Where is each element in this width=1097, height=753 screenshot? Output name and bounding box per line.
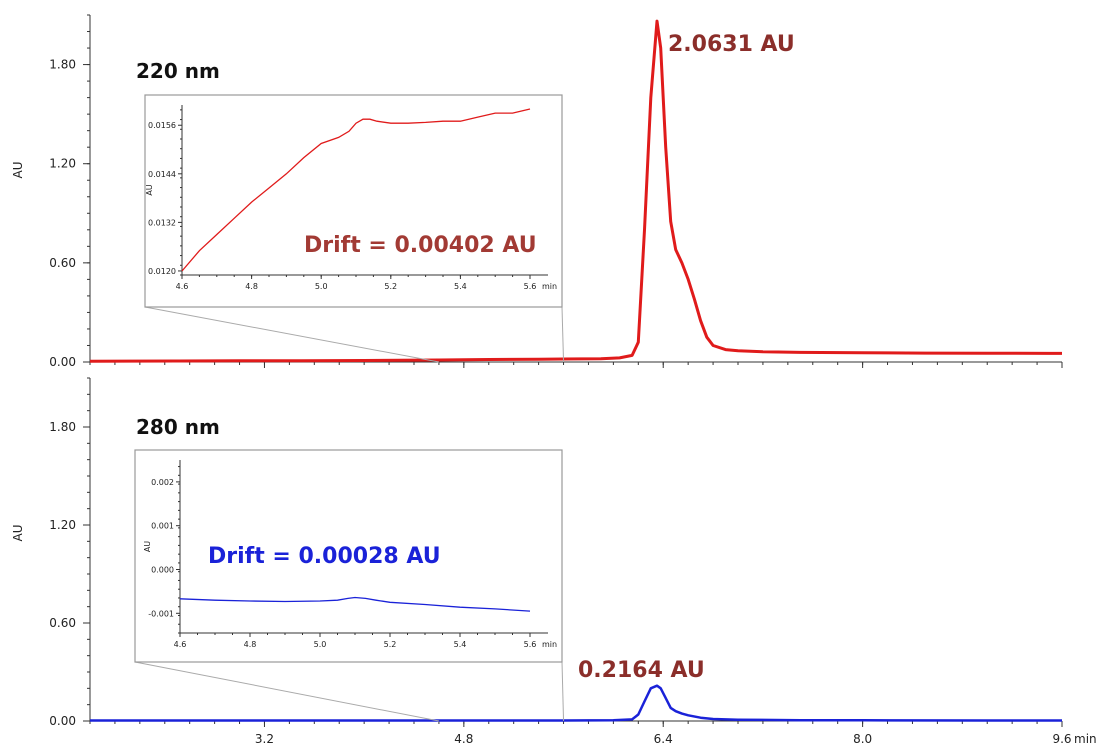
- inset-x-tick-label: 5.2: [384, 640, 397, 649]
- inset-y-tick-label: 0.0144: [148, 170, 176, 179]
- inset-y-tick-label: 0.0132: [148, 218, 176, 227]
- inset-frame: [144, 94, 563, 308]
- inset-y-tick-label: 0.0120: [148, 267, 176, 276]
- y-tick-label: 1.80: [49, 58, 76, 72]
- inset-x-tick-label: 4.8: [244, 640, 257, 649]
- series-line: [89, 19, 1062, 363]
- peak-label: 2.0631 AU: [668, 32, 795, 57]
- x-tick-label: 8.0: [853, 732, 872, 746]
- y-tick-label: 1.80: [49, 420, 76, 434]
- x-unit-label: min: [1074, 732, 1097, 746]
- y-tick-label: 1.20: [49, 518, 76, 532]
- peak-label: 0.2164 AU: [578, 658, 705, 683]
- zoom-callout-line: [144, 306, 440, 363]
- panel-title: 280 nm: [136, 415, 220, 439]
- inset-x-tick-label: 4.6: [176, 282, 189, 291]
- y-axis-label: AU: [11, 162, 25, 179]
- drift-annotation: Drift = 0.00028 AU: [208, 544, 441, 569]
- inset-y-tick-label: 0.002: [151, 478, 174, 487]
- inset-y-axis-label: AU: [145, 184, 154, 195]
- inset-x-tick-label: 5.4: [454, 282, 467, 291]
- y-axis-label: AU: [11, 525, 25, 542]
- inset-x-tick-label: 5.6: [524, 640, 537, 649]
- x-tick-label: 6.4: [654, 732, 673, 746]
- inset-x-tick-label: 5.0: [315, 282, 328, 291]
- inset-x-tick-label: 5.4: [454, 640, 467, 649]
- inset-y-axis-label: AU: [143, 541, 152, 552]
- inset-frame: [134, 449, 563, 663]
- inset-y-tick-label: 0.001: [151, 522, 174, 531]
- inset-y-tick-label: -0.001: [148, 609, 174, 618]
- y-tick-label: 0.00: [49, 714, 76, 728]
- y-tick-label: 1.20: [49, 157, 76, 171]
- inset-y-tick-label: 0.0156: [148, 121, 176, 130]
- panel-title: 220 nm: [136, 59, 220, 83]
- zoom-callout-line: [134, 661, 440, 722]
- drift-annotation: Drift = 0.00402 AU: [304, 233, 537, 258]
- inset-x-tick-label: 4.8: [245, 282, 258, 291]
- inset-x-tick-label: 5.6: [524, 282, 537, 291]
- inset-x-tick-label: 4.6: [174, 640, 187, 649]
- zoom-callout-line: [561, 661, 565, 722]
- y-tick-label: 0.00: [49, 355, 76, 369]
- y-tick-label: 0.60: [49, 616, 76, 630]
- inset-series-line: [181, 108, 531, 272]
- x-tick-label: 3.2: [255, 732, 274, 746]
- inset-y-tick-label: 0.000: [151, 565, 174, 574]
- panel-220nm: 0.00 0.60 1.20 1.80 AU 220 nm 2.0631 AU 0.0120 0…: [11, 14, 1063, 369]
- inset-series-line: [179, 596, 531, 612]
- x-tick-label: 9.6: [1052, 732, 1071, 746]
- series-line: [90, 684, 1062, 722]
- inset-x-unit-label: min: [542, 640, 557, 649]
- inset-x-tick-label: 5.0: [314, 640, 327, 649]
- inset-x-tick-label: 5.2: [384, 282, 397, 291]
- zoom-callout-line: [561, 306, 565, 363]
- x-tick-label: 4.8: [454, 732, 473, 746]
- inset-x-unit-label: min: [542, 282, 557, 291]
- y-tick-label: 0.60: [49, 256, 76, 270]
